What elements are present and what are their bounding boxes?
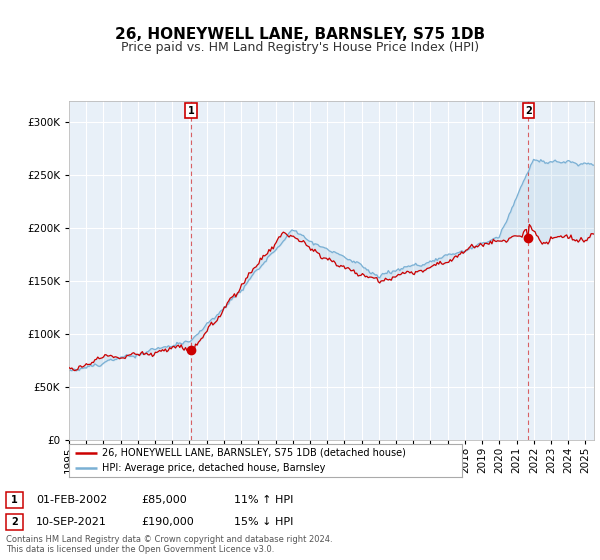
Text: 10-SEP-2021: 10-SEP-2021 xyxy=(36,517,107,527)
Text: 26, HONEYWELL LANE, BARNSLEY, S75 1DB: 26, HONEYWELL LANE, BARNSLEY, S75 1DB xyxy=(115,27,485,42)
Text: 1: 1 xyxy=(188,106,194,116)
Text: 2: 2 xyxy=(11,517,18,527)
Text: Contains HM Land Registry data © Crown copyright and database right 2024.
This d: Contains HM Land Registry data © Crown c… xyxy=(6,535,332,554)
Text: 11% ↑ HPI: 11% ↑ HPI xyxy=(234,495,293,505)
Text: £85,000: £85,000 xyxy=(141,495,187,505)
Text: 26, HONEYWELL LANE, BARNSLEY, S75 1DB (detached house): 26, HONEYWELL LANE, BARNSLEY, S75 1DB (d… xyxy=(103,447,406,458)
Text: 15% ↓ HPI: 15% ↓ HPI xyxy=(234,517,293,527)
Text: Price paid vs. HM Land Registry's House Price Index (HPI): Price paid vs. HM Land Registry's House … xyxy=(121,41,479,54)
Text: HPI: Average price, detached house, Barnsley: HPI: Average price, detached house, Barn… xyxy=(103,463,326,473)
Text: £190,000: £190,000 xyxy=(141,517,194,527)
Text: 01-FEB-2002: 01-FEB-2002 xyxy=(36,495,107,505)
Text: 1: 1 xyxy=(11,495,18,505)
Text: 2: 2 xyxy=(525,106,532,116)
